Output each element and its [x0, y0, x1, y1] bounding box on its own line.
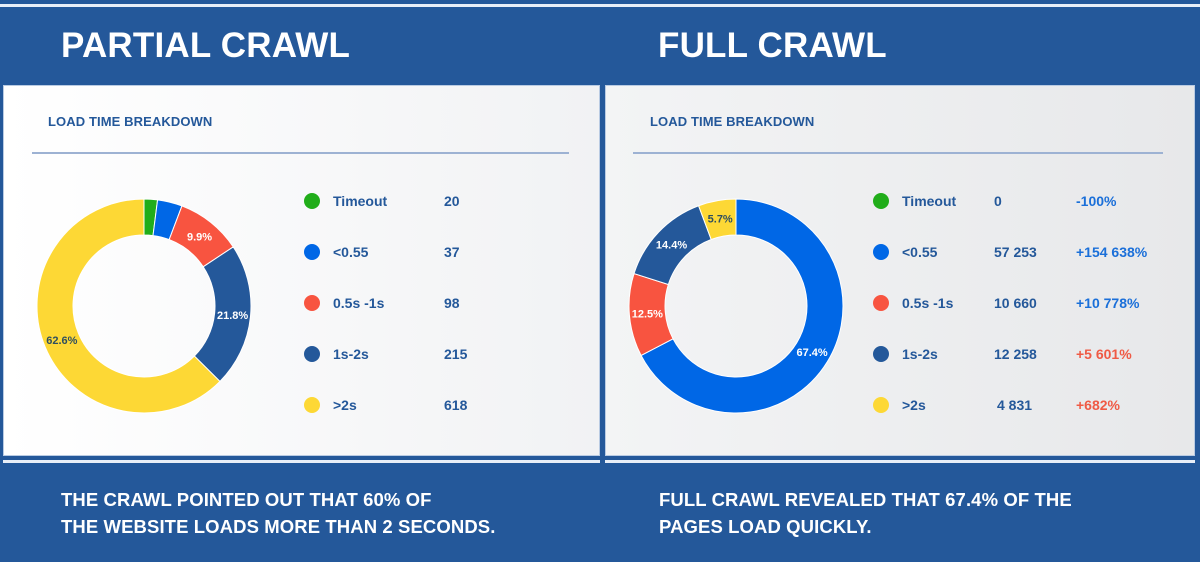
caption-line: THE CRAWL POINTED OUT THAT 60% OF	[61, 489, 432, 510]
legend-change: +682%	[1076, 397, 1120, 413]
slice-percent-label: 21.8%	[217, 310, 248, 322]
legend-dot-icon	[304, 397, 320, 413]
legend-dot-icon	[304, 193, 320, 209]
donut-chart-full: 67.4% 12.5% 14.4% 5.7%	[628, 198, 844, 414]
caption-partial: THE CRAWL POINTED OUT THAT 60% OF THE WE…	[61, 486, 495, 540]
donut-chart-partial: 9.9% 21.8% 62.6%	[36, 198, 252, 414]
legend-label: Timeout	[333, 193, 388, 209]
legend-value: 12 258	[994, 346, 1037, 362]
slice-percent-label: 62.6%	[46, 335, 77, 347]
top-divider	[0, 4, 1200, 7]
legend-value: 618	[444, 397, 468, 413]
card-title: LOAD TIME BREAKDOWN	[650, 114, 815, 129]
legend-dot-icon	[873, 244, 889, 260]
legend-value: 57 253	[994, 244, 1037, 260]
panel-title-partial: PARTIAL CRAWL	[61, 26, 351, 65]
slice-percent-label: 9.9%	[187, 231, 212, 243]
legend-label: 1s-2s	[902, 346, 938, 362]
legend-value: 98	[444, 295, 460, 311]
card-partial-crawl: LOAD TIME BREAKDOWN 9.9% 21.8% 62.6% Timeo…	[3, 85, 600, 456]
bottom-divider-right	[605, 460, 1195, 463]
legend-value: 4 831	[997, 397, 1033, 413]
panel-title-full: FULL CRAWL	[658, 26, 887, 65]
slice-percent-label: 12.5%	[632, 309, 663, 321]
legend-label: <0.55	[333, 244, 369, 260]
legend-value: 0	[994, 193, 1002, 209]
legend-dot-icon	[873, 397, 889, 413]
legend-change: +10 778%	[1076, 295, 1140, 311]
donut-slice	[640, 198, 844, 414]
legend-label: >2s	[902, 397, 926, 413]
legend-dot-icon	[873, 193, 889, 209]
legend-change: +5 601%	[1076, 346, 1132, 362]
legend-label: 1s-2s	[333, 346, 369, 362]
caption-line: THE WEBSITE LOADS MORE THAN 2 SECONDS.	[61, 516, 496, 537]
legend-value: 215	[444, 346, 468, 362]
caption-line: FULL CRAWL REVEALED THAT 67.4% OF THE	[659, 489, 1072, 510]
legend-dot-icon	[304, 244, 320, 260]
legend-value: 37	[444, 244, 460, 260]
legend-label: 0.5s -1s	[902, 295, 954, 311]
legend-dot-icon	[873, 346, 889, 362]
card-divider	[633, 152, 1163, 154]
legend-value: 10 660	[994, 295, 1037, 311]
card-divider	[32, 152, 569, 154]
legend-label: <0.55	[902, 244, 938, 260]
legend-change: -100%	[1076, 193, 1117, 209]
bottom-divider-left	[3, 460, 600, 463]
legend-change: +154 638%	[1076, 244, 1148, 260]
slice-percent-label: 14.4%	[656, 240, 687, 252]
legend-label: 0.5s -1s	[333, 295, 385, 311]
card-title: LOAD TIME BREAKDOWN	[48, 114, 213, 129]
card-full-crawl: LOAD TIME BREAKDOWN 67.4% 12.5% 14.4% 5.7% …	[605, 85, 1195, 456]
legend-dot-icon	[304, 295, 320, 311]
legend-dot-icon	[873, 295, 889, 311]
caption-line: PAGES LOAD QUICKLY.	[659, 516, 872, 537]
legend-value: 20	[444, 193, 460, 209]
legend-label: >2s	[333, 397, 357, 413]
legend-label: Timeout	[902, 193, 957, 209]
caption-full: FULL CRAWL REVEALED THAT 67.4% OF THE PA…	[659, 486, 1072, 540]
slice-percent-label: 67.4%	[796, 347, 827, 359]
legend-dot-icon	[304, 346, 320, 362]
donut-slice	[36, 198, 221, 414]
donut-slice	[697, 198, 737, 241]
slice-percent-label: 5.7%	[708, 213, 733, 225]
